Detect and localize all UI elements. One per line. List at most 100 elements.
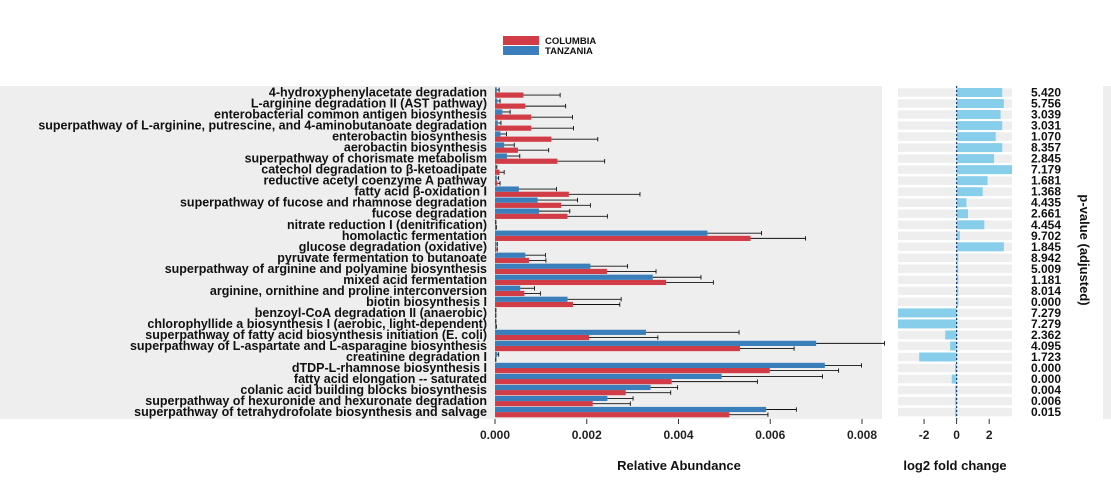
category-label: pyruvate fermentation to butanoate <box>277 251 487 265</box>
bar-columbia <box>495 334 590 341</box>
bar-tanzania <box>495 98 498 104</box>
fold-change-axis: -2 0 2 <box>919 419 993 442</box>
category-label: mixed acid fermentation <box>343 273 487 287</box>
x-tick-label: 0.004 <box>663 428 693 442</box>
category-label: L-arginine degradation II (AST pathway) <box>251 97 487 111</box>
bar-tanzania <box>495 340 817 346</box>
fold-change-bar <box>950 341 957 351</box>
fold-change-bar <box>956 154 995 164</box>
fold-change-tick-label: -2 <box>919 428 930 442</box>
p-value-label: 0.000 <box>1031 361 1061 375</box>
category-label: 4-hydroxyphenylacetate degradation <box>269 86 487 100</box>
fold-change-bar <box>956 253 959 263</box>
p-value-label: 0.000 <box>1031 295 1061 309</box>
bar-columbia <box>495 401 593 407</box>
category-label: fatty acid β-oxidation I <box>354 185 487 199</box>
p-value-label: 4.454 <box>1031 218 1061 232</box>
bar-columbia <box>495 356 496 363</box>
bar-tanzania <box>495 373 722 380</box>
bar-tanzania <box>495 318 496 324</box>
bar-tanzania <box>495 186 519 192</box>
fold-change-bar <box>956 198 967 208</box>
fold-change-bar <box>956 275 959 285</box>
category-label: superpathway of arginine and polyamine b… <box>165 262 487 276</box>
bar-columbia <box>495 114 532 120</box>
fold-change-bar <box>956 165 1012 175</box>
category-label: arginine, ornithine and proline intercon… <box>210 284 487 298</box>
category-label: fucose degradation <box>372 207 487 221</box>
p-value-label: 4.095 <box>1031 339 1061 353</box>
legend-label-tanzania: TANZANIA <box>545 46 593 57</box>
fold-change-row-band <box>898 154 1012 163</box>
fold-change-bar <box>956 132 996 142</box>
bar-tanzania <box>495 142 505 148</box>
x-tick-label: 0.002 <box>572 428 602 442</box>
bar-columbia <box>495 169 500 175</box>
fold-change-bar <box>956 187 983 197</box>
p-value-label: 3.031 <box>1031 119 1061 133</box>
category-label: superpathway of hexuronide and hexuronat… <box>145 394 487 408</box>
fold-change-bar <box>945 330 957 340</box>
fold-change-row-band <box>898 88 1012 97</box>
p-value-label: 2.661 <box>1031 207 1061 221</box>
right-strip <box>1103 86 1111 419</box>
bar-tanzania <box>495 384 651 391</box>
fold-change-row-band <box>898 220 1012 229</box>
category-label: biotin biosynthesis I <box>366 295 487 309</box>
p-value-label: 1.681 <box>1031 174 1061 188</box>
p-value-label: 7.279 <box>1031 306 1061 320</box>
bar-columbia <box>495 368 770 374</box>
fold-change-bar <box>956 176 988 186</box>
fold-change-row-band <box>898 209 1012 218</box>
category-label: enterobactin biosynthesis <box>332 130 487 144</box>
fold-change-bar <box>955 407 957 417</box>
p-value-label: 3.039 <box>1031 108 1061 122</box>
fold-change-row-band <box>898 242 1012 251</box>
bar-columbia <box>495 290 525 297</box>
bar-tanzania <box>495 120 498 126</box>
bar-columbia <box>495 136 552 142</box>
x-tick-label: 0.006 <box>755 428 785 442</box>
bar-tanzania <box>495 87 497 93</box>
bar-tanzania <box>495 362 825 369</box>
fold-change-bar <box>956 297 959 307</box>
bar-tanzania <box>495 109 503 115</box>
fold-change-bar <box>956 220 985 230</box>
fold-change-row-band <box>898 165 1012 174</box>
bar-tanzania <box>495 406 767 413</box>
p-value-label: 8.014 <box>1031 284 1061 298</box>
fold-change-bar <box>955 385 957 395</box>
fold-change-bar <box>956 209 969 219</box>
bar-columbia <box>495 268 607 275</box>
fold-change-row-band <box>898 264 1012 274</box>
p-value-label: 1.368 <box>1031 185 1061 199</box>
fold-change-bar <box>956 286 959 296</box>
p-value-label: 2.362 <box>1031 328 1061 342</box>
bars <box>495 87 825 418</box>
fold-change-row-band <box>898 176 1012 185</box>
bar-columbia <box>495 158 558 164</box>
bar-columbia <box>495 180 498 186</box>
category-label: catechol degradation to β-ketoadipate <box>261 163 487 177</box>
bar-tanzania <box>495 329 646 335</box>
p-value-label: 2.845 <box>1031 152 1061 166</box>
bar-columbia <box>495 246 497 252</box>
category-label: superpathway of L-aspartate and L-aspara… <box>130 339 487 353</box>
bar-columbia <box>495 301 573 308</box>
fold-change-axis-title: log2 fold change <box>903 458 1006 473</box>
fold-change-bar <box>955 396 957 406</box>
p-value-label: 1.070 <box>1031 130 1061 144</box>
fold-change-bars <box>898 86 1012 419</box>
bar-columbia <box>495 147 518 153</box>
bar-tanzania <box>495 274 653 280</box>
bar-columbia <box>495 92 524 98</box>
bar-tanzania <box>495 230 708 236</box>
fold-change-bar <box>956 121 1003 131</box>
category-labels: 4-hydroxyphenylacetate degradationL-argi… <box>38 86 487 420</box>
bar-tanzania <box>495 153 507 159</box>
x-tick-label: 0.000 <box>480 428 510 442</box>
p-value-label: 0.006 <box>1031 394 1061 408</box>
fold-change-row-band <box>898 187 1012 196</box>
bar-tanzania <box>495 263 591 269</box>
